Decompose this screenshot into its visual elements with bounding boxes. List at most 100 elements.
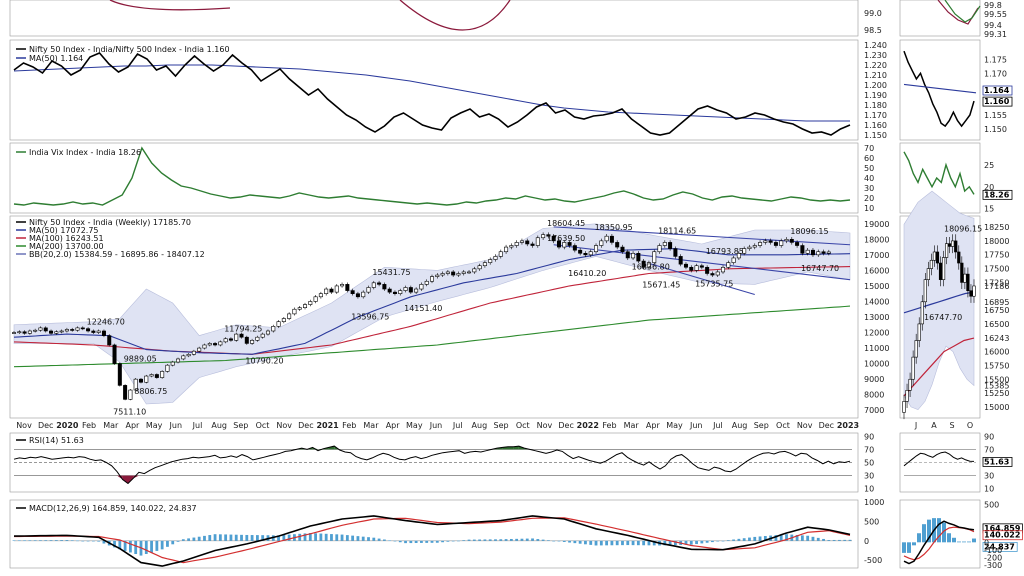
macd-histogram-bar [319,533,323,541]
ratio-tick: 1.240 [864,41,887,50]
price-tick: 10000 [864,360,889,369]
macd-histogram-bar [372,537,376,541]
vix-tick: 40 [864,174,874,183]
price-side-tick: 16750 [984,306,1009,315]
macd-side-signal-last-box [982,530,1023,541]
time-axis-label: Apr [646,421,661,430]
candle [429,276,434,282]
candle [191,350,196,355]
price-legend-2: MA(100) 16243.51 [29,234,104,243]
candle [525,240,530,245]
macd-histogram-bar [451,540,455,542]
top-strip-line [109,0,511,31]
candle [228,338,233,341]
macd-histogram-bar [282,534,286,541]
macd-histogram-bar [113,540,116,548]
macd-histogram-bar [652,540,656,546]
macd-histogram-bar [118,540,122,550]
macd-histogram-bar [123,540,127,551]
panel-border-price [9,215,859,419]
macd-histogram-bar [758,536,762,541]
price-side-tick: 17750 [984,251,1009,260]
macd-histogram-bar [250,535,254,541]
candle [419,284,424,290]
candle [657,245,662,253]
side-candle [926,268,930,280]
ratio-tick: 1.220 [864,61,887,70]
macd-histogram-bar [721,540,725,542]
macd-line [14,515,851,567]
time-axis-label: Apr [125,421,140,430]
side-panel-border-macd [899,499,981,569]
candle [541,234,546,239]
vix-side-last-box [982,189,1013,200]
candle [170,361,175,366]
macd-histogram-bar [23,540,26,541]
candle [403,287,408,291]
macd-histogram-bar [552,540,556,542]
candle [821,251,826,254]
candle [160,371,165,378]
candle [826,251,831,254]
macd-histogram-bar [478,539,482,541]
price-tick: 14000 [864,297,889,306]
macd-histogram-bar [367,537,370,541]
bollinger-band [13,223,851,405]
candle [202,344,207,349]
ratio-side-ma-last: 1.164 [984,86,1010,95]
panel-border-rsi [9,432,859,493]
candle [165,364,170,372]
price-panel: 12246.707511.109889.058806.7511794.25107… [12,190,1009,420]
time-axis-side-label: O [967,421,973,430]
side-candle [954,240,958,253]
candle [345,284,350,291]
time-axis-label: Dec [38,421,53,430]
price-annotation: 17639.50 [547,234,585,243]
candle [371,282,376,288]
price-tick: 16000 [864,266,889,275]
candle [572,245,577,251]
candle [234,333,239,341]
macd-side-histogram-bar [947,533,951,543]
time-axis-side-label: A [931,421,937,430]
macd-histogram-bar [748,537,751,541]
macd-histogram-bar [668,540,672,546]
candle [96,330,101,333]
macd-histogram-bar [70,540,74,541]
macd-histogram-bar [414,540,418,544]
macd-side-histogram-bar [967,541,971,543]
ratio-side-tick: 1.175 [984,55,1007,64]
time-axis-label: 2020 [56,421,79,430]
side-candle [923,279,927,303]
macd-histogram-bar [65,540,69,541]
macd-histogram-bar [39,540,42,541]
macd-side-tick: -200 [984,553,1002,562]
candle [752,245,757,248]
candle [731,257,736,263]
candle [22,331,27,334]
candle [445,271,450,274]
price-annotation: 16836.80 [632,262,670,271]
candle [181,355,186,360]
candle [736,252,741,259]
macd-histogram-bar [689,540,693,545]
time-axis-label: Oct [256,421,270,430]
macd-histogram-bar [684,540,688,545]
macd-histogram-bar [224,534,228,541]
candle [482,262,487,267]
macd-side-histogram-bar [962,541,966,543]
candle [646,262,651,268]
macd-side-histogram-bar [902,542,906,553]
candle [398,290,403,294]
macd-histogram-bar [298,533,302,541]
side-candle [945,243,949,258]
macd-tick: 500 [864,517,879,526]
macd-histogram-bar [462,540,466,541]
price-tick: 17000 [864,251,889,260]
price-side-tick: 15250 [984,389,1009,398]
macd-histogram-bar [91,540,95,542]
ma50-line [13,248,851,355]
candle [287,313,292,319]
macd-histogram-bar [420,540,423,543]
